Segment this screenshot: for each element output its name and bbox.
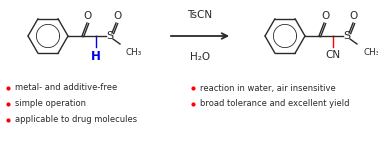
Text: simple operation: simple operation — [15, 100, 86, 108]
Text: O: O — [84, 11, 92, 21]
Text: S: S — [344, 31, 350, 41]
Text: H: H — [91, 50, 101, 63]
Text: S: S — [107, 31, 113, 41]
Text: CN: CN — [325, 50, 341, 60]
Text: CH₃: CH₃ — [363, 48, 378, 57]
Text: TsCN: TsCN — [187, 10, 212, 20]
Text: metal- and additive-free: metal- and additive-free — [15, 83, 117, 92]
Text: O: O — [350, 11, 358, 21]
Text: O: O — [321, 11, 329, 21]
Text: O: O — [113, 11, 121, 21]
Text: H₂O: H₂O — [190, 52, 210, 62]
Text: reaction in water, air insensitive: reaction in water, air insensitive — [200, 83, 336, 92]
Text: broad tolerance and excellent yield: broad tolerance and excellent yield — [200, 100, 350, 108]
Text: applicable to drug molecules: applicable to drug molecules — [15, 116, 137, 125]
Text: CH₃: CH₃ — [126, 48, 142, 57]
